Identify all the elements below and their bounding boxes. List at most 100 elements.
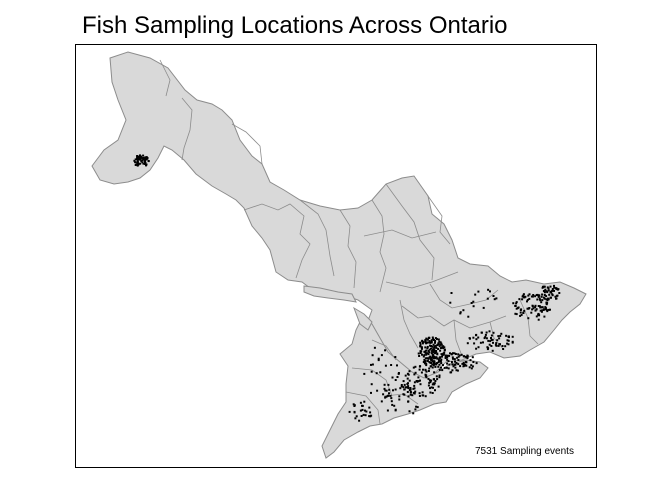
sampling-point: [392, 389, 394, 392]
sampling-point: [446, 354, 449, 357]
sampling-point: [394, 356, 397, 358]
sampling-point: [434, 380, 437, 382]
sampling-point: [432, 382, 435, 385]
sampling-point: [492, 331, 495, 334]
sampling-point: [134, 158, 137, 161]
sampling-point: [432, 356, 435, 359]
sampling-point: [521, 295, 524, 298]
sampling-point: [502, 348, 505, 350]
sampling-point: [424, 360, 427, 363]
sampling-point: [370, 391, 372, 394]
sampling-point: [442, 345, 445, 348]
sampling-point: [417, 376, 420, 379]
sampling-point: [431, 363, 434, 366]
sampling-point: [534, 295, 537, 298]
sampling-point: [437, 348, 440, 350]
sampling-point: [553, 289, 555, 292]
sampling-point: [498, 343, 501, 346]
sampling-point: [536, 293, 539, 296]
sampling-point: [526, 300, 528, 303]
sampling-point: [440, 343, 443, 346]
sampling-point: [495, 297, 498, 300]
sampling-point: [384, 349, 387, 352]
sampling-point: [537, 314, 540, 317]
sampling-point: [515, 302, 518, 305]
sampling-point: [546, 310, 549, 313]
sampling-point: [514, 305, 517, 307]
sampling-point: [458, 354, 461, 357]
boundary-line: [399, 299, 419, 349]
sampling-point: [457, 359, 460, 361]
sampling-point: [439, 360, 442, 363]
sampling-point: [413, 392, 416, 395]
sampling-point: [466, 354, 469, 357]
sampling-point: [432, 386, 434, 389]
boundary-line: [231, 123, 263, 165]
sampling-point: [419, 383, 422, 386]
sampling-point: [358, 419, 361, 422]
sampling-point: [383, 383, 386, 386]
sampling-point: [361, 408, 364, 411]
sampling-point: [400, 384, 403, 386]
sampling-point: [492, 341, 494, 344]
sampling-point: [450, 353, 453, 356]
sampling-point: [136, 158, 138, 161]
sampling-point: [454, 353, 457, 355]
sampling-point: [434, 341, 436, 344]
sampling-point: [424, 357, 427, 360]
sampling-point: [433, 339, 435, 341]
bruce-peninsula: [353, 306, 373, 331]
sampling-point: [414, 365, 417, 368]
sampling-point: [421, 391, 424, 394]
sampling-point: [462, 361, 465, 364]
sampling-point: [522, 293, 525, 296]
sampling-point: [432, 361, 435, 364]
sampling-point: [421, 342, 424, 345]
sampling-point: [472, 336, 475, 339]
sampling-point: [348, 410, 351, 413]
sampling-point: [484, 335, 487, 338]
sampling-point: [449, 352, 451, 355]
sampling-point: [554, 287, 557, 290]
sampling-point: [540, 295, 543, 298]
sampling-point: [428, 381, 431, 384]
sampling-point: [496, 339, 499, 342]
sampling-point: [547, 297, 549, 300]
sampling-point: [550, 291, 553, 294]
sampling-point: [437, 385, 440, 388]
sampling-point: [439, 341, 442, 344]
sampling-point: [499, 334, 502, 337]
sampling-point: [426, 345, 429, 348]
boundary-line: [427, 195, 451, 245]
sampling-point: [424, 340, 427, 343]
sampling-point: [429, 391, 432, 394]
sampling-point: [438, 360, 441, 363]
sampling-point: [543, 291, 546, 294]
sampling-point: [442, 353, 445, 356]
sampling-point: [435, 344, 438, 347]
sampling-point: [520, 313, 523, 316]
sampling-point: [418, 355, 421, 357]
sampling-point: [507, 339, 510, 342]
sampling-point: [384, 389, 387, 392]
sampling-point: [140, 160, 143, 163]
sampling-point: [419, 365, 422, 368]
sampling-point: [543, 290, 546, 293]
boundary-line: [159, 59, 171, 97]
sampling-point: [426, 347, 429, 350]
sampling-point: [402, 380, 405, 383]
sampling-point: [450, 361, 453, 363]
sampling-point: [380, 400, 383, 403]
sampling-point: [139, 155, 142, 158]
sampling-point: [434, 389, 436, 392]
sampling-point: [145, 164, 147, 167]
sampling-point: [440, 358, 443, 361]
sampling-point: [520, 308, 523, 311]
sampling-point: [466, 357, 469, 360]
sampling-point: [473, 342, 476, 345]
boundary-line: [385, 271, 459, 289]
sampling-point: [421, 394, 424, 397]
sampling-point: [380, 354, 383, 357]
sampling-point: [451, 363, 454, 366]
watershed-boundaries: [159, 59, 539, 425]
